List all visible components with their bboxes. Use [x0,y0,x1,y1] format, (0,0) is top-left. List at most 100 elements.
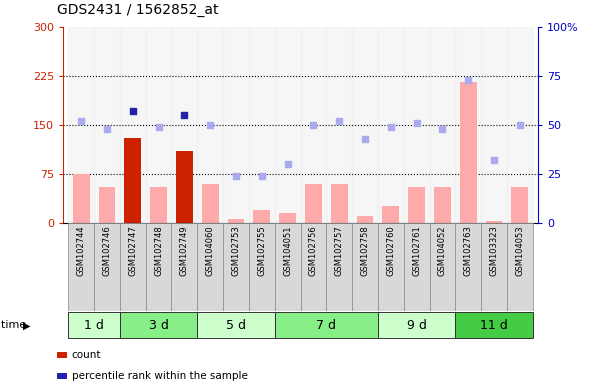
Bar [279,213,296,223]
Bar [352,223,378,311]
Point [180,112,189,118]
Point [102,126,112,132]
Point [128,108,138,114]
Bar [460,83,477,223]
Bar [249,27,275,223]
Text: 3 d: 3 d [148,319,168,332]
Bar [352,27,378,223]
Point [360,136,370,142]
Point [334,118,344,124]
Bar [486,222,502,223]
Bar [197,313,275,338]
Bar [507,223,532,311]
Text: time: time [1,320,30,331]
Text: GSM102757: GSM102757 [335,225,344,276]
Bar [120,223,145,311]
Bar [326,27,352,223]
Bar [249,223,275,311]
Point [257,173,267,179]
Text: GSM104051: GSM104051 [283,225,292,276]
Bar [202,184,219,223]
Bar [197,223,223,311]
Point [206,122,215,128]
Bar [171,27,197,223]
Point [283,161,293,167]
Text: GSM102748: GSM102748 [154,225,163,276]
Text: GSM102749: GSM102749 [180,225,189,276]
Text: count: count [72,350,101,360]
Point [438,126,447,132]
Bar [305,184,322,223]
Bar [300,27,326,223]
Bar [223,223,249,311]
Bar [94,223,120,311]
Bar [430,223,456,311]
Text: GSM104060: GSM104060 [206,225,215,276]
Point [308,122,318,128]
Text: percentile rank within the sample: percentile rank within the sample [72,371,248,381]
Bar [145,223,171,311]
Bar [378,27,404,223]
Bar [197,27,223,223]
Bar [507,27,532,223]
Bar [94,27,120,223]
Point [386,124,395,130]
Text: 9 d: 9 d [407,319,427,332]
Text: GSM102746: GSM102746 [103,225,111,276]
Bar [69,27,94,223]
Text: GSM104053: GSM104053 [515,225,524,276]
Bar [171,223,197,311]
Bar [228,220,245,223]
Text: GDS2431 / 1562852_at: GDS2431 / 1562852_at [57,3,219,17]
Text: GSM102755: GSM102755 [257,225,266,276]
Bar [275,223,300,311]
Text: ▶: ▶ [23,320,30,331]
Text: 7 d: 7 d [316,319,337,332]
Text: GSM103323: GSM103323 [490,225,498,276]
Point [463,77,473,83]
Bar [69,313,120,338]
Text: GSM102758: GSM102758 [361,225,370,276]
Bar [300,223,326,311]
Bar [481,27,507,223]
Bar [99,187,115,223]
Text: 5 d: 5 d [226,319,246,332]
Bar [404,27,430,223]
Bar [331,184,347,223]
Bar [124,138,141,223]
Bar [456,313,532,338]
Text: GSM102756: GSM102756 [309,225,318,276]
Bar [382,207,399,223]
Text: 11 d: 11 d [480,319,508,332]
Point [489,157,499,163]
Bar [275,313,378,338]
Point [412,120,421,126]
Bar [176,151,193,223]
Bar [120,313,197,338]
Bar [223,27,249,223]
Bar [69,223,94,311]
Bar [434,187,451,223]
Text: GSM102753: GSM102753 [231,225,240,276]
Bar [326,223,352,311]
Text: GSM102744: GSM102744 [77,225,86,276]
Bar [481,223,507,311]
Bar [150,187,167,223]
Bar [456,223,481,311]
Text: GSM102763: GSM102763 [464,225,473,276]
Point [154,124,163,130]
Point [515,122,525,128]
Bar [378,313,456,338]
Bar [408,187,425,223]
Text: GSM102747: GSM102747 [128,225,137,276]
Bar [430,27,456,223]
Bar [73,174,90,223]
Bar [275,27,300,223]
Bar [511,187,528,223]
Bar [145,27,171,223]
Text: GSM102761: GSM102761 [412,225,421,276]
Bar [456,27,481,223]
Text: 1 d: 1 d [84,319,104,332]
Bar [356,216,373,223]
Bar [254,210,270,223]
